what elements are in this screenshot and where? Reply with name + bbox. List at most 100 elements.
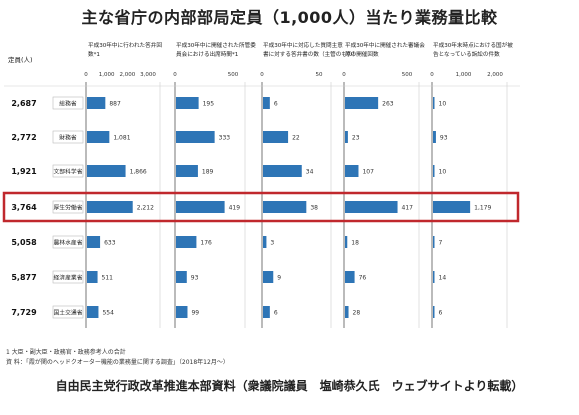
data-label: 18 xyxy=(351,240,359,247)
source-credit: 自由民主党行政改革推進本部資料（衆議院議員 塩崎恭久氏 ウェブサイトより転載） xyxy=(55,379,524,393)
panel-title: 告となっている訴訟の件数 xyxy=(433,50,500,58)
data-label: 554 xyxy=(102,310,114,317)
bar xyxy=(87,131,110,143)
footnote-1: 1 大臣・副大臣・政務官・政務参考人の合計 xyxy=(6,349,126,356)
staff-header: 定員(人) xyxy=(8,55,33,64)
bar xyxy=(176,131,215,143)
panel-title: 員会における出席時間*1 xyxy=(176,50,239,58)
bar xyxy=(87,271,98,283)
ministry-name: 総務省 xyxy=(59,100,77,108)
ministry-name: 文部科学省 xyxy=(54,168,83,176)
bar xyxy=(87,165,126,177)
bar xyxy=(263,97,270,109)
ministry-name: 国土交通省 xyxy=(54,309,83,317)
staff-count: 3,764 xyxy=(11,203,37,212)
bar xyxy=(433,165,435,177)
data-label: 263 xyxy=(382,101,394,108)
tick-label: 0 xyxy=(342,72,346,78)
bar xyxy=(345,236,348,248)
bar xyxy=(263,306,270,318)
panel-title: 数*1 xyxy=(88,50,100,58)
data-label: 633 xyxy=(104,240,116,247)
ministry-box xyxy=(52,164,84,178)
ministry-box xyxy=(52,270,84,284)
footnote-source: 資 料：「霞が関のヘッドクオーター機能の業務量に関する調査」（2018年12月〜… xyxy=(6,359,229,366)
tick-label: 3,000 xyxy=(140,72,156,78)
data-label: 76 xyxy=(359,275,367,282)
data-label: 28 xyxy=(353,310,361,317)
bar xyxy=(176,271,187,283)
data-label: 14 xyxy=(439,275,447,282)
bar xyxy=(433,97,435,109)
bar xyxy=(263,236,267,248)
staff-count: 2,687 xyxy=(11,99,36,108)
ministry-box xyxy=(52,96,84,110)
data-label: 38 xyxy=(310,205,318,212)
data-label: 23 xyxy=(352,135,360,142)
bar xyxy=(345,131,348,143)
panel-title: 平成30年中に対応した質問主意 xyxy=(263,41,343,49)
data-label: 99 xyxy=(191,310,199,317)
bar xyxy=(345,97,379,109)
ministry-box xyxy=(52,305,84,319)
bar xyxy=(263,201,307,213)
bar xyxy=(345,306,349,318)
data-label: 10 xyxy=(439,101,447,108)
ministry-name: 財務省 xyxy=(59,134,77,142)
data-label: 93 xyxy=(191,275,199,282)
ministry-box xyxy=(52,235,84,249)
data-label: 1,866 xyxy=(130,169,147,176)
staff-count: 1,921 xyxy=(11,167,37,176)
data-label: 1,081 xyxy=(113,135,130,142)
data-label: 93 xyxy=(440,135,448,142)
tick-label: 500 xyxy=(228,72,239,78)
data-label: 6 xyxy=(439,310,443,317)
data-label: 419 xyxy=(229,205,241,212)
bar xyxy=(345,271,355,283)
data-label: 887 xyxy=(109,101,121,108)
data-label: 511 xyxy=(102,275,114,282)
ministry-name: 経済産業省 xyxy=(54,274,83,282)
bar xyxy=(176,165,198,177)
data-label: 333 xyxy=(219,135,231,142)
bar xyxy=(433,306,435,318)
tick-label: 2,000 xyxy=(119,72,135,78)
tick-label: 2,000 xyxy=(487,72,503,78)
tick-label: 0 xyxy=(84,72,88,78)
bar xyxy=(176,236,197,248)
data-label: 176 xyxy=(200,240,212,247)
bar xyxy=(433,131,436,143)
bar xyxy=(263,165,302,177)
ministry-box xyxy=(52,200,84,214)
tick-label: 0 xyxy=(260,72,264,78)
panel-title: 平成30年中に開催された所管委 xyxy=(176,41,256,49)
panel-title: 平成30年末時点における国が被 xyxy=(433,41,513,49)
data-label: 22 xyxy=(292,135,300,142)
tick-label: 1,000 xyxy=(456,72,472,78)
data-label: 9 xyxy=(277,275,281,282)
bar xyxy=(345,201,398,213)
data-label: 6 xyxy=(274,310,278,317)
bar xyxy=(345,165,359,177)
tick-label: 0 xyxy=(173,72,177,78)
data-label: 107 xyxy=(362,169,374,176)
bar xyxy=(176,97,199,109)
staff-count: 5,877 xyxy=(11,273,36,282)
bar xyxy=(433,201,471,213)
bar xyxy=(433,236,435,248)
panel-title: 平成30年中に行われた答弁回 xyxy=(88,41,162,49)
bar xyxy=(87,201,133,213)
data-label: 2,212 xyxy=(137,205,154,212)
panel-title: 書に対する答弁書の数（主管のもの） xyxy=(263,50,358,58)
bar xyxy=(263,131,289,143)
data-label: 6 xyxy=(274,101,278,108)
ministry-name: 厚生労働省 xyxy=(54,204,83,212)
data-label: 34 xyxy=(306,169,314,176)
bar xyxy=(176,201,225,213)
data-label: 10 xyxy=(439,169,447,176)
bar xyxy=(176,306,188,318)
ministry-box xyxy=(52,130,84,144)
bar xyxy=(433,271,435,283)
bar xyxy=(87,306,99,318)
